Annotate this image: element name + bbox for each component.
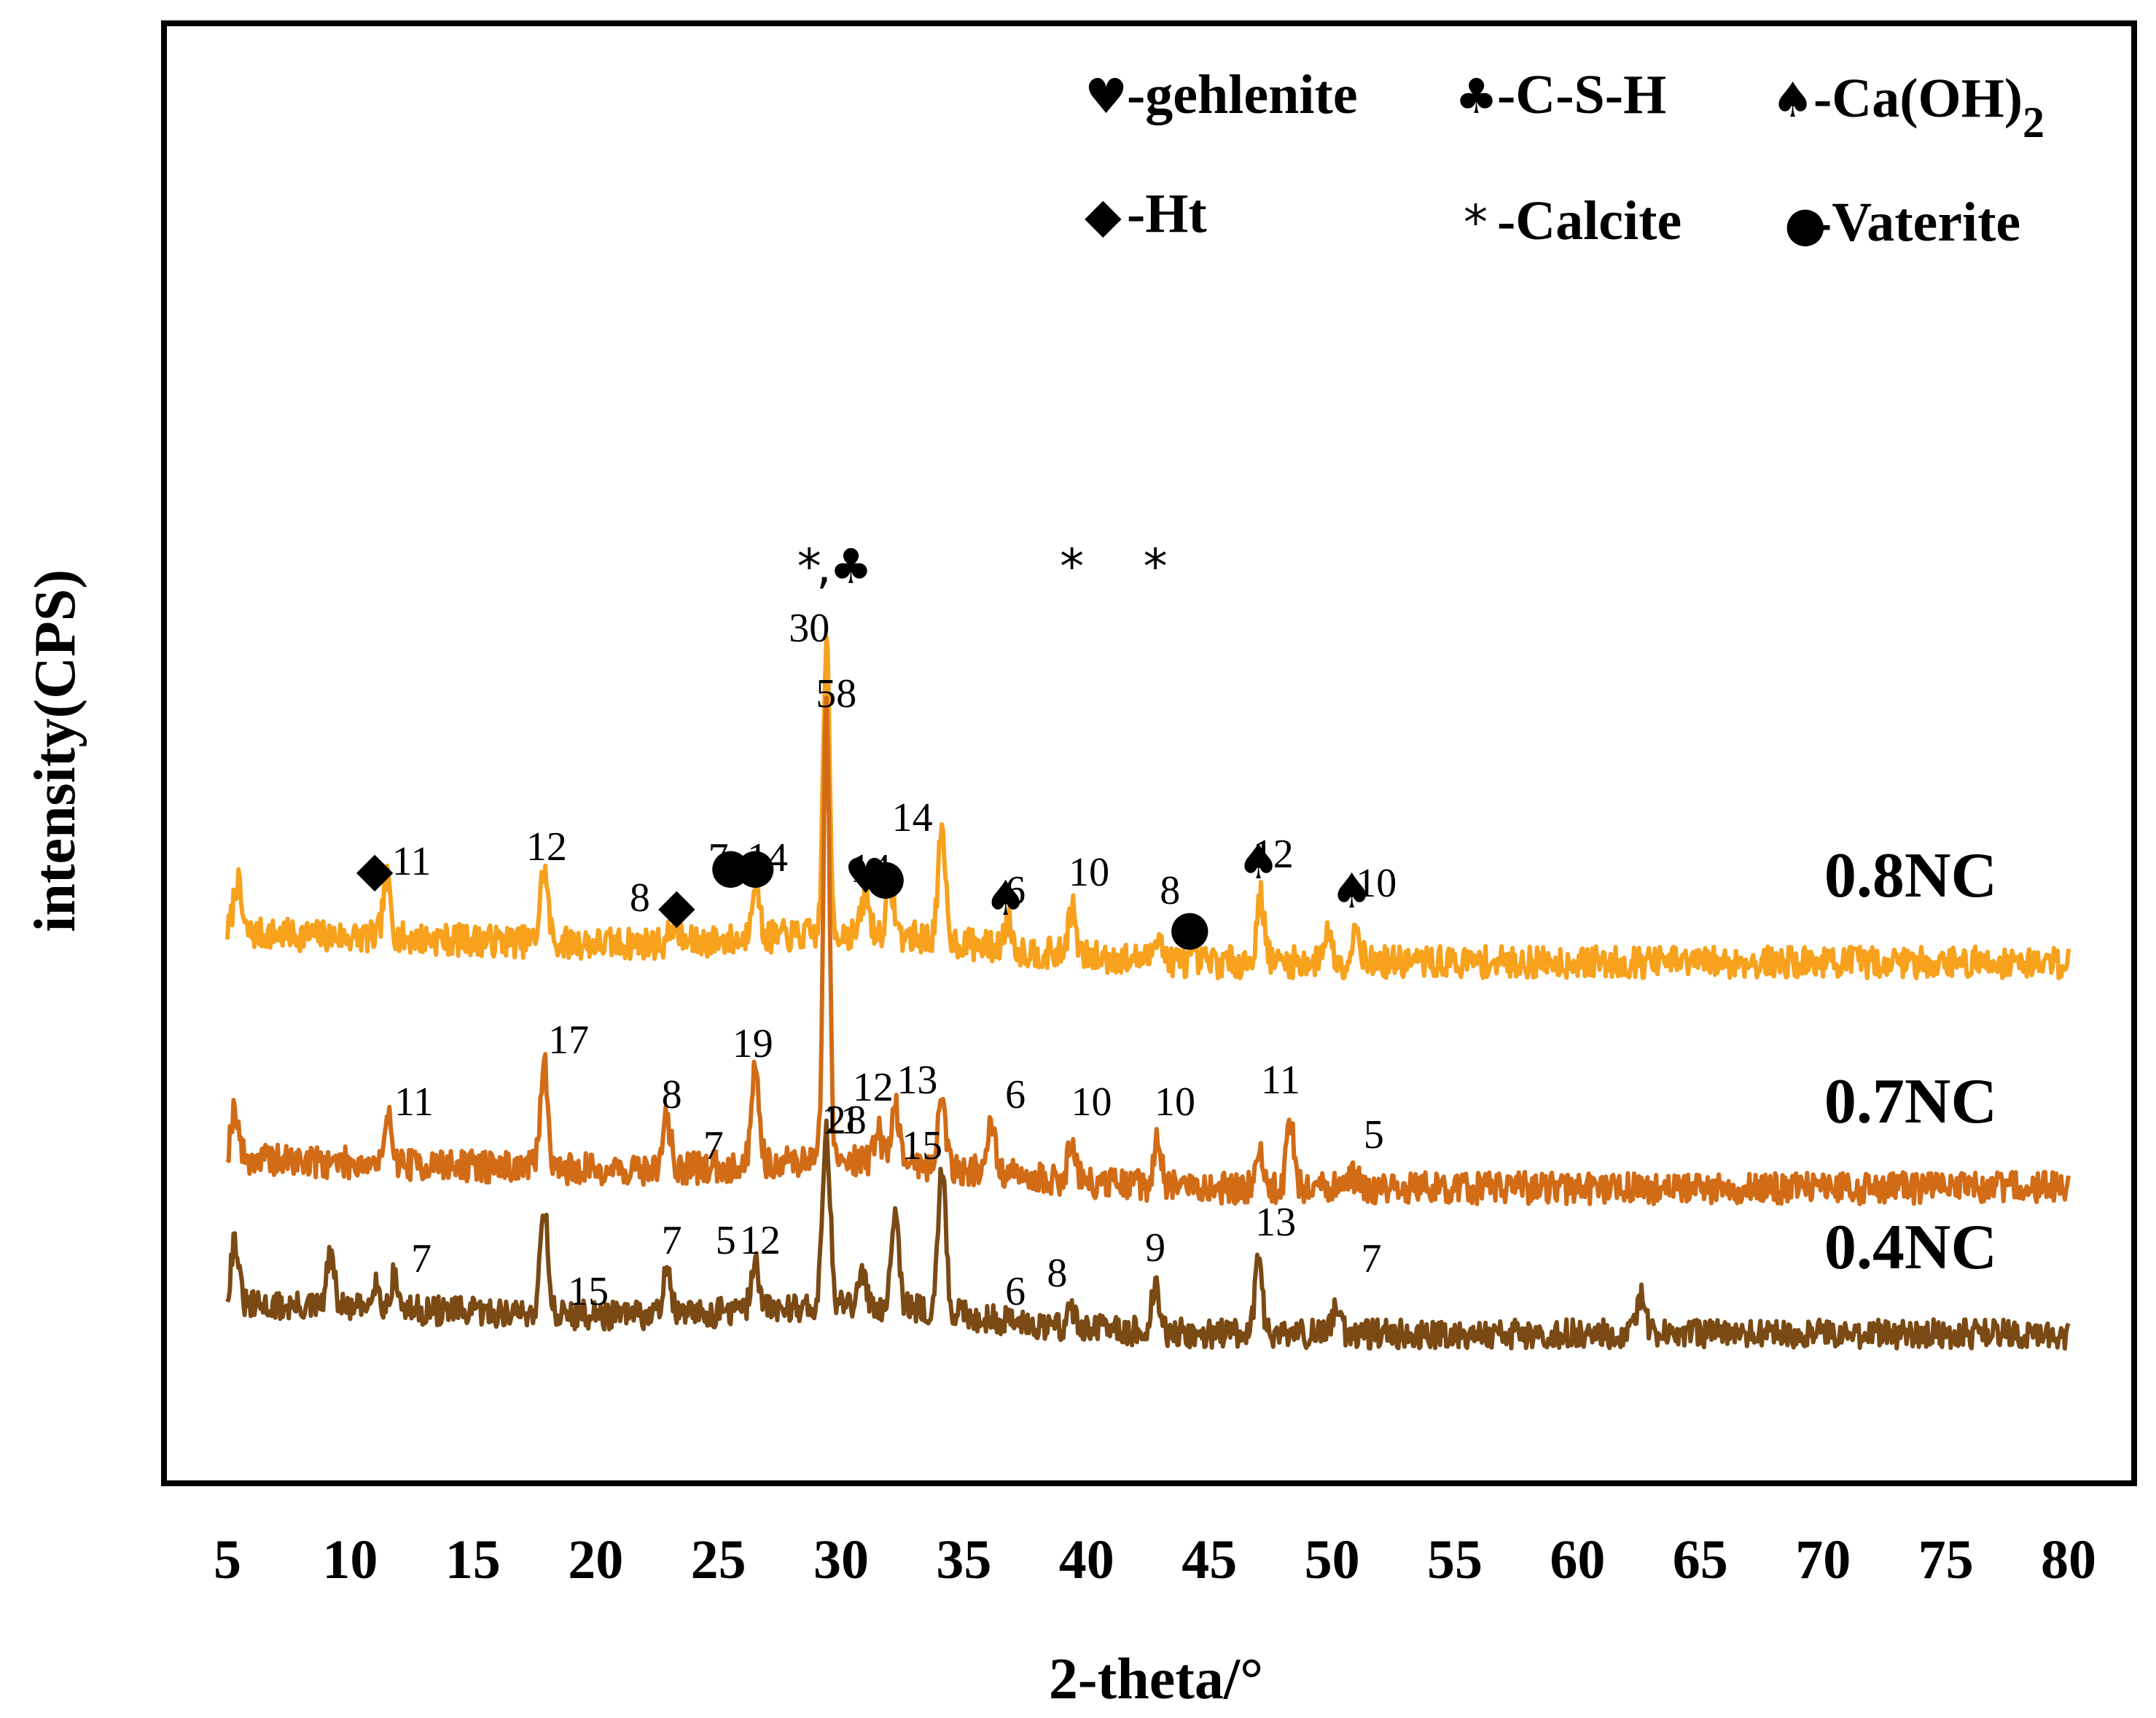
legend-label-caoh2: -Ca(OH)2: [1813, 68, 2044, 147]
legend-label-gehlenite: -gehlenite: [1127, 64, 1358, 125]
legend-symbol-ht: ◆: [1085, 187, 1122, 243]
series-label-0_7NC: 0.7NC: [1824, 1066, 1997, 1137]
peak-label: 6: [1005, 1072, 1026, 1117]
phase-marker: ♠: [1330, 863, 1373, 919]
legend: ♥ -gehlenite ♣ -C-S-H ♠ -Ca(OH)2 ◆ -Ht *…: [1085, 64, 2044, 253]
peak-label: 7: [411, 1236, 431, 1281]
series-line-0_4NC: [225, 1118, 2071, 1351]
peak-label: 6: [1005, 1269, 1026, 1314]
peak-label: 11: [392, 839, 431, 884]
plot-frame: [161, 20, 2137, 1486]
phase-marker: ●: [1168, 899, 1211, 956]
legend-label-csh: -C-S-H: [1497, 64, 1666, 125]
x-tick-label-10: 10: [322, 1529, 378, 1590]
phase-marker: ●: [734, 837, 776, 894]
x-tick-label-55: 55: [1427, 1529, 1483, 1590]
x-tick-label-75: 75: [1918, 1529, 1974, 1590]
phase-marker: *: [1144, 539, 1168, 595]
peak-label: 9: [1145, 1225, 1165, 1270]
peak-label: 12: [526, 824, 567, 870]
legend-symbol-vaterite: ●: [1784, 196, 1827, 252]
peak-label: 12: [740, 1218, 781, 1263]
x-tick-label-80: 80: [2041, 1529, 2096, 1590]
peak-label: 11: [1261, 1058, 1300, 1103]
peak-label: 12: [853, 1065, 894, 1110]
legend-symbol-calcite: *: [1464, 195, 1488, 251]
peak-label: 11: [394, 1079, 434, 1125]
peak-label: 8: [1047, 1251, 1067, 1296]
x-axis-title: 2-theta/°: [1049, 1647, 1263, 1711]
peak-label: 17: [548, 1018, 589, 1063]
legend-label-ht: -Ht: [1127, 183, 1207, 244]
series-layer: [225, 635, 2071, 1351]
peak-label: 8: [662, 1072, 682, 1117]
peak-label: 10: [1155, 1079, 1195, 1125]
phase-marker: ●: [710, 837, 752, 894]
x-tick-label-60: 60: [1550, 1529, 1605, 1590]
peak-label: 5: [1364, 1112, 1384, 1157]
phase-marker: ◆: [658, 878, 695, 934]
x-tick-label-65: 65: [1673, 1529, 1728, 1590]
x-tick-label-45: 45: [1181, 1529, 1237, 1590]
peak-label: 7: [708, 835, 729, 881]
x-tick-label-25: 25: [691, 1529, 746, 1590]
x-tick-label-30: 30: [813, 1529, 869, 1590]
peak-label: 14: [850, 846, 891, 891]
peak-label: 7: [703, 1123, 724, 1168]
series-line-0_8NC: [225, 635, 2071, 980]
peak-label: 14: [892, 795, 933, 840]
phase-marker: ♠: [984, 870, 1027, 926]
peak-label: 10: [1071, 1079, 1112, 1125]
phase-marker: ◆: [356, 841, 394, 897]
peak-label: 14: [747, 835, 788, 881]
peak-label: 6: [1005, 868, 1026, 913]
peak-label: 10: [1069, 850, 1109, 895]
phase-marker: *: [797, 539, 821, 595]
x-tick-label-15: 15: [445, 1529, 501, 1590]
x-tick-label-40: 40: [1059, 1529, 1114, 1590]
peak-label: 8: [1160, 868, 1180, 913]
peak-label: 13: [1255, 1200, 1296, 1245]
peak-label: 10: [1356, 861, 1397, 906]
peak-label: 12: [1253, 832, 1294, 877]
peak-label: 8: [630, 875, 650, 921]
phase-marker: ♠: [1237, 834, 1280, 890]
series-label-0_4NC: 0.4NC: [1824, 1212, 1997, 1283]
peak-label: 28: [826, 1098, 867, 1143]
peak-label: 19: [733, 1021, 773, 1066]
legend-symbol-gehlenite: ♥: [1085, 69, 1128, 125]
phase-marker: ,: [816, 539, 832, 595]
x-tick-labels: 5 10 15 20 25 30 35 40 45 50 55 60 65 70 75 80: [214, 1529, 2096, 1590]
x-tick-label-50: 50: [1305, 1529, 1360, 1590]
peak-label: 58: [816, 671, 856, 717]
peak-label: 7: [662, 1218, 682, 1263]
legend-label-caoh2-subscript: 2: [2023, 98, 2044, 147]
peak-label: 13: [897, 1058, 937, 1103]
series-line-0_7NC: [225, 695, 2071, 1206]
peak-label: 15: [902, 1123, 942, 1168]
peak-label: 30: [789, 606, 829, 651]
peak-label: 11: [821, 1098, 861, 1143]
legend-label-calcite: -Calcite: [1497, 190, 1682, 251]
series-label-0_8NC: 0.8NC: [1824, 840, 1997, 911]
x-tick-label-5: 5: [214, 1529, 241, 1590]
phase-marker: ♥: [844, 848, 887, 905]
legend-label-vaterite: -Vaterite: [1813, 192, 2020, 253]
legend-symbol-csh: ♣: [1455, 69, 1498, 125]
phase-marker: *: [1060, 539, 1084, 595]
y-axis-title: intensity(CPS): [23, 569, 87, 932]
phase-marker: ♣: [829, 539, 872, 595]
x-tick-label-70: 70: [1795, 1529, 1851, 1590]
peak-label: 7: [1361, 1236, 1381, 1281]
legend-label-caoh2-main: -Ca(OH): [1813, 68, 2023, 129]
peak-label: 5: [716, 1218, 736, 1263]
x-tick-label-35: 35: [936, 1529, 991, 1590]
x-tick-label-20: 20: [568, 1529, 623, 1590]
phase-marker: ●: [864, 848, 907, 905]
legend-symbol-caoh2: ♠: [1771, 72, 1814, 128]
peak-label: 15: [568, 1269, 609, 1314]
